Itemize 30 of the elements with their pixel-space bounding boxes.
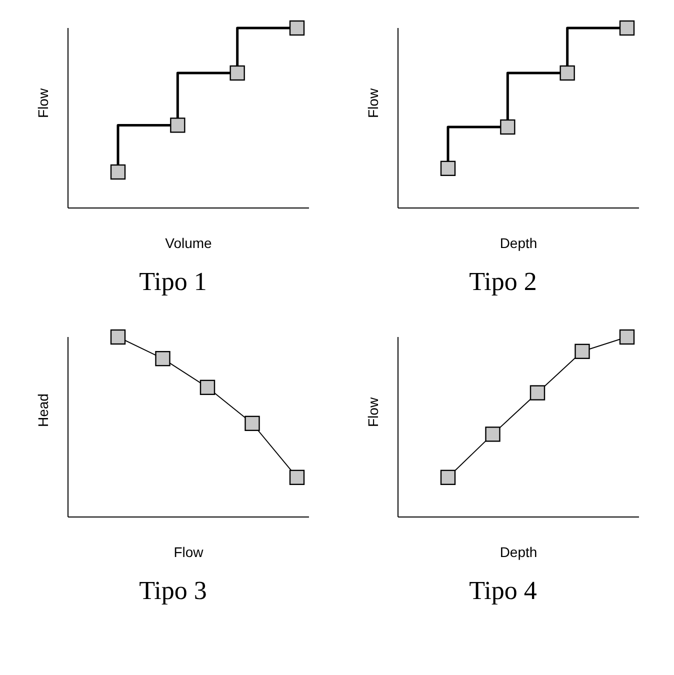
- point: [619, 20, 635, 36]
- point: [530, 385, 546, 400]
- text: Tipo 3: [139, 576, 207, 606]
- point: [440, 470, 456, 485]
- point: [574, 344, 590, 359]
- point: [289, 470, 305, 485]
- text: Tipo 4: [469, 576, 537, 606]
- x-axis-title: Volume: [165, 235, 212, 251]
- x-axis-title: Depth: [500, 235, 538, 251]
- point: [619, 329, 635, 345]
- point: [110, 329, 126, 345]
- y-axis-title: Flow: [34, 88, 51, 118]
- x-axis-title: Depth: [500, 544, 538, 560]
- y-axis-title: Flow: [364, 396, 381, 427]
- point: [155, 351, 170, 366]
- point: [485, 426, 500, 442]
- y-axis-title: Flow: [364, 88, 381, 118]
- point: [230, 65, 245, 81]
- point: [170, 118, 186, 133]
- text: Tipo 2: [469, 267, 537, 297]
- point: [500, 119, 516, 135]
- point: [289, 20, 305, 36]
- point: [200, 380, 216, 395]
- point: [440, 160, 456, 176]
- x-axis-title: Flow: [174, 544, 204, 560]
- y-axis-title: Head: [34, 394, 51, 427]
- text: Tipo 1: [139, 267, 207, 297]
- point: [110, 164, 126, 180]
- point: [560, 65, 575, 81]
- point: [244, 416, 260, 431]
